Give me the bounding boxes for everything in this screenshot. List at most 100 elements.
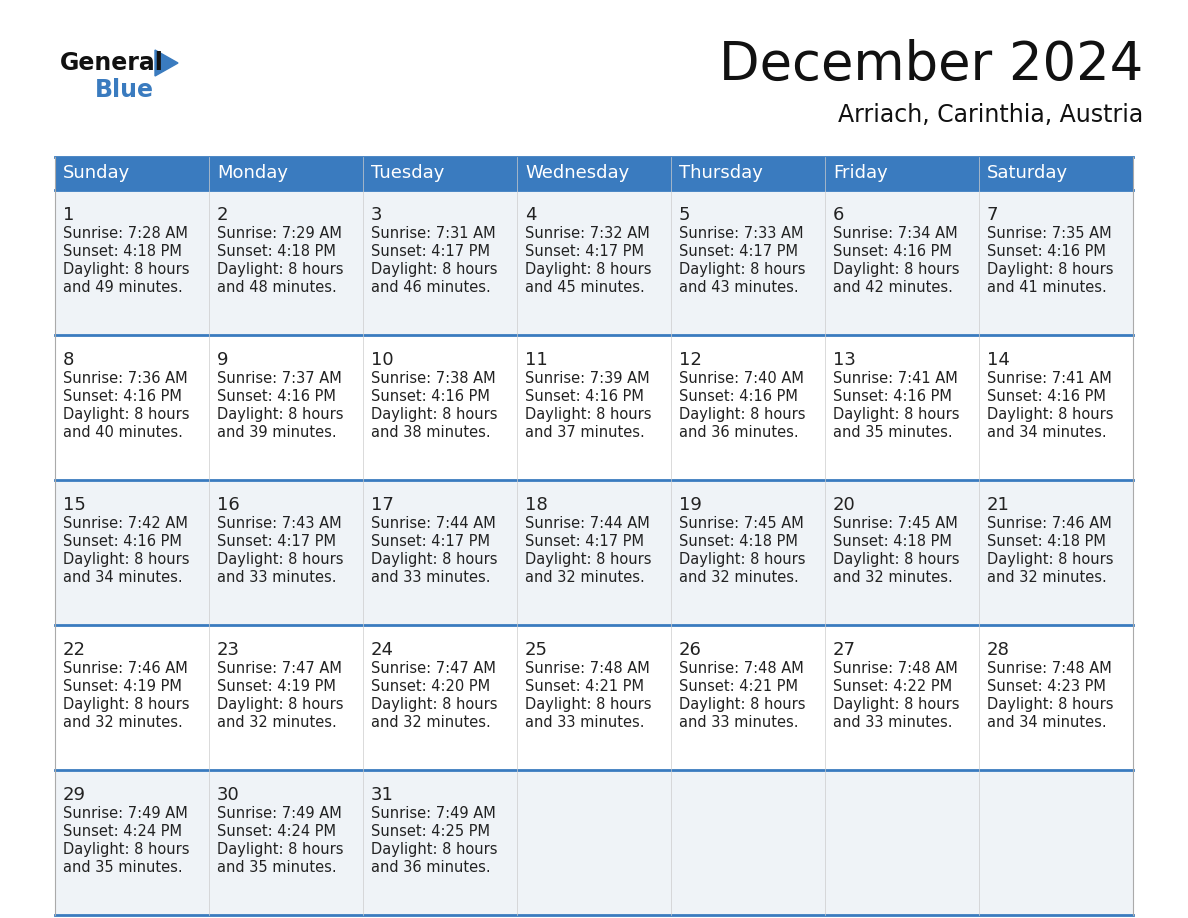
Text: Daylight: 8 hours: Daylight: 8 hours	[833, 407, 960, 422]
Text: and 32 minutes.: and 32 minutes.	[217, 715, 336, 730]
Text: and 41 minutes.: and 41 minutes.	[987, 280, 1107, 295]
Text: and 38 minutes.: and 38 minutes.	[371, 425, 491, 440]
Text: Sunset: 4:16 PM: Sunset: 4:16 PM	[987, 244, 1106, 259]
Text: Sunrise: 7:34 AM: Sunrise: 7:34 AM	[833, 226, 958, 241]
Text: Sunrise: 7:42 AM: Sunrise: 7:42 AM	[63, 516, 188, 531]
Text: Sunset: 4:17 PM: Sunset: 4:17 PM	[371, 534, 489, 549]
Text: Sunrise: 7:47 AM: Sunrise: 7:47 AM	[217, 661, 342, 676]
Text: Daylight: 8 hours: Daylight: 8 hours	[217, 262, 343, 277]
Text: 16: 16	[217, 496, 240, 514]
Text: Friday: Friday	[833, 164, 887, 183]
Text: Sunset: 4:18 PM: Sunset: 4:18 PM	[217, 244, 336, 259]
Text: 2: 2	[217, 206, 228, 224]
Polygon shape	[154, 50, 178, 76]
Text: Sunset: 4:18 PM: Sunset: 4:18 PM	[63, 244, 182, 259]
Text: 31: 31	[371, 786, 394, 804]
Text: Sunrise: 7:31 AM: Sunrise: 7:31 AM	[371, 226, 495, 241]
Text: Sunrise: 7:40 AM: Sunrise: 7:40 AM	[680, 371, 804, 386]
Text: Daylight: 8 hours: Daylight: 8 hours	[371, 842, 498, 857]
Text: Sunrise: 7:41 AM: Sunrise: 7:41 AM	[833, 371, 958, 386]
Text: and 37 minutes.: and 37 minutes.	[525, 425, 645, 440]
Text: Sunset: 4:16 PM: Sunset: 4:16 PM	[680, 389, 798, 404]
Text: Daylight: 8 hours: Daylight: 8 hours	[833, 697, 960, 712]
Bar	[55, 625, 1133, 770]
Text: Daylight: 8 hours: Daylight: 8 hours	[525, 407, 651, 422]
Text: Sunrise: 7:29 AM: Sunrise: 7:29 AM	[217, 226, 342, 241]
Text: Daylight: 8 hours: Daylight: 8 hours	[63, 697, 190, 712]
Text: and 42 minutes.: and 42 minutes.	[833, 280, 953, 295]
Text: Sunrise: 7:48 AM: Sunrise: 7:48 AM	[680, 661, 804, 676]
Text: Sunset: 4:18 PM: Sunset: 4:18 PM	[987, 534, 1106, 549]
Text: Daylight: 8 hours: Daylight: 8 hours	[525, 552, 651, 567]
Text: Daylight: 8 hours: Daylight: 8 hours	[371, 552, 498, 567]
Text: Sunset: 4:16 PM: Sunset: 4:16 PM	[63, 534, 182, 549]
Text: Daylight: 8 hours: Daylight: 8 hours	[525, 262, 651, 277]
Text: Sunset: 4:16 PM: Sunset: 4:16 PM	[63, 389, 182, 404]
Text: Sunrise: 7:28 AM: Sunrise: 7:28 AM	[63, 226, 188, 241]
Text: 4: 4	[525, 206, 537, 224]
Text: Sunrise: 7:45 AM: Sunrise: 7:45 AM	[833, 516, 958, 531]
Text: Sunset: 4:17 PM: Sunset: 4:17 PM	[371, 244, 489, 259]
Text: and 35 minutes.: and 35 minutes.	[217, 860, 336, 875]
Text: Sunset: 4:21 PM: Sunset: 4:21 PM	[525, 679, 644, 694]
Text: and 46 minutes.: and 46 minutes.	[371, 280, 491, 295]
Text: December 2024: December 2024	[719, 39, 1143, 91]
Text: Thursday: Thursday	[680, 164, 763, 183]
Text: Daylight: 8 hours: Daylight: 8 hours	[833, 262, 960, 277]
Text: 26: 26	[680, 641, 702, 659]
Text: Sunset: 4:16 PM: Sunset: 4:16 PM	[525, 389, 644, 404]
Text: Sunset: 4:21 PM: Sunset: 4:21 PM	[680, 679, 798, 694]
Text: and 45 minutes.: and 45 minutes.	[525, 280, 645, 295]
Text: Sunrise: 7:49 AM: Sunrise: 7:49 AM	[371, 806, 495, 821]
Text: Sunrise: 7:49 AM: Sunrise: 7:49 AM	[217, 806, 342, 821]
Text: and 36 minutes.: and 36 minutes.	[371, 860, 491, 875]
Text: 23: 23	[217, 641, 240, 659]
Text: 24: 24	[371, 641, 394, 659]
Text: 21: 21	[987, 496, 1010, 514]
Text: Sunset: 4:23 PM: Sunset: 4:23 PM	[987, 679, 1106, 694]
Text: Daylight: 8 hours: Daylight: 8 hours	[371, 697, 498, 712]
Text: 20: 20	[833, 496, 855, 514]
Bar	[55, 157, 1133, 190]
Text: Sunset: 4:24 PM: Sunset: 4:24 PM	[63, 824, 182, 839]
Text: 11: 11	[525, 351, 548, 369]
Text: Sunrise: 7:45 AM: Sunrise: 7:45 AM	[680, 516, 804, 531]
Text: 27: 27	[833, 641, 857, 659]
Text: Daylight: 8 hours: Daylight: 8 hours	[987, 407, 1113, 422]
Text: Sunset: 4:16 PM: Sunset: 4:16 PM	[987, 389, 1106, 404]
Text: and 35 minutes.: and 35 minutes.	[833, 425, 953, 440]
Text: Daylight: 8 hours: Daylight: 8 hours	[987, 262, 1113, 277]
Text: Daylight: 8 hours: Daylight: 8 hours	[371, 262, 498, 277]
Text: Daylight: 8 hours: Daylight: 8 hours	[525, 697, 651, 712]
Text: Sunset: 4:19 PM: Sunset: 4:19 PM	[217, 679, 336, 694]
Bar	[55, 770, 1133, 915]
Text: Sunset: 4:16 PM: Sunset: 4:16 PM	[833, 244, 952, 259]
Text: and 34 minutes.: and 34 minutes.	[63, 570, 183, 585]
Text: Sunrise: 7:48 AM: Sunrise: 7:48 AM	[987, 661, 1112, 676]
Text: Blue: Blue	[95, 78, 154, 102]
Text: Sunrise: 7:37 AM: Sunrise: 7:37 AM	[217, 371, 342, 386]
Text: Daylight: 8 hours: Daylight: 8 hours	[987, 552, 1113, 567]
Text: Daylight: 8 hours: Daylight: 8 hours	[63, 552, 190, 567]
Text: 8: 8	[63, 351, 75, 369]
Text: Sunset: 4:17 PM: Sunset: 4:17 PM	[217, 534, 336, 549]
Text: Daylight: 8 hours: Daylight: 8 hours	[217, 842, 343, 857]
Text: and 33 minutes.: and 33 minutes.	[833, 715, 953, 730]
Text: Sunrise: 7:48 AM: Sunrise: 7:48 AM	[833, 661, 958, 676]
Text: 22: 22	[63, 641, 86, 659]
Text: Sunrise: 7:46 AM: Sunrise: 7:46 AM	[987, 516, 1112, 531]
Text: Daylight: 8 hours: Daylight: 8 hours	[680, 262, 805, 277]
Text: 15: 15	[63, 496, 86, 514]
Text: Daylight: 8 hours: Daylight: 8 hours	[217, 552, 343, 567]
Text: and 33 minutes.: and 33 minutes.	[371, 570, 491, 585]
Text: Sunset: 4:22 PM: Sunset: 4:22 PM	[833, 679, 952, 694]
Text: 1: 1	[63, 206, 75, 224]
Text: and 40 minutes.: and 40 minutes.	[63, 425, 183, 440]
Text: and 43 minutes.: and 43 minutes.	[680, 280, 798, 295]
Text: Sunrise: 7:36 AM: Sunrise: 7:36 AM	[63, 371, 188, 386]
Text: and 33 minutes.: and 33 minutes.	[680, 715, 798, 730]
Text: 5: 5	[680, 206, 690, 224]
Text: Daylight: 8 hours: Daylight: 8 hours	[833, 552, 960, 567]
Text: Daylight: 8 hours: Daylight: 8 hours	[217, 407, 343, 422]
Text: Daylight: 8 hours: Daylight: 8 hours	[63, 842, 190, 857]
